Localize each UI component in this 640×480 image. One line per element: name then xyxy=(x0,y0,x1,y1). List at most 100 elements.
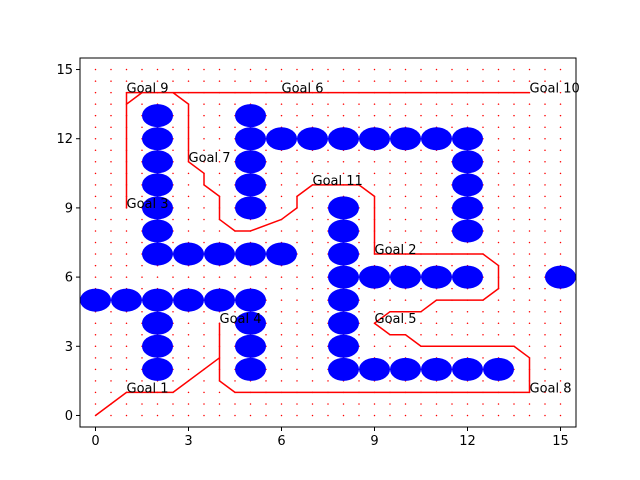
grid-dot xyxy=(296,299,298,301)
grid-dot xyxy=(559,241,562,244)
grid-dot xyxy=(311,345,314,348)
grid-dot xyxy=(513,137,515,140)
path-layer xyxy=(95,91,531,417)
grid-dot xyxy=(420,126,422,128)
grid-dot xyxy=(296,264,298,267)
grid-dot xyxy=(373,172,376,175)
grid-dot xyxy=(110,310,112,313)
grid-dot xyxy=(466,68,469,71)
grid-dot xyxy=(389,103,391,105)
grid-dot xyxy=(482,218,484,221)
grid-dot xyxy=(265,264,267,267)
grid-dot xyxy=(265,195,267,198)
grid-dot xyxy=(497,253,500,255)
grid-dot xyxy=(420,287,422,290)
grid-dot xyxy=(497,414,500,417)
grid-dot xyxy=(358,195,360,198)
grid-dot xyxy=(172,357,174,359)
grid-dot xyxy=(513,357,515,359)
grid-dot xyxy=(172,241,174,244)
grid-dot xyxy=(141,334,143,336)
grid-dot xyxy=(327,126,329,128)
grid-dot xyxy=(559,103,562,105)
grid-dot xyxy=(125,253,128,255)
obstacle-point xyxy=(545,265,576,289)
grid-dot xyxy=(482,68,484,71)
grid-dot xyxy=(513,380,515,382)
goal-labels: Goal 1 Goal 2 Goal 3 Goal 4 Goal 5 Goal 6 Goal… xyxy=(127,82,580,397)
grid-dot xyxy=(110,80,112,82)
grid-dot xyxy=(280,368,283,371)
grid-dot xyxy=(559,184,562,186)
grid-dot xyxy=(311,299,314,301)
grid-dot xyxy=(234,334,236,336)
grid-dot xyxy=(172,380,174,382)
grid-dot xyxy=(544,345,546,348)
grid-dot xyxy=(327,68,329,71)
obstacle-point xyxy=(297,127,328,151)
grid-dot xyxy=(110,68,112,71)
grid-dot xyxy=(187,230,190,232)
grid-dot xyxy=(513,195,515,198)
grid-dot xyxy=(218,391,221,394)
grid-dot xyxy=(497,334,500,336)
grid-dot xyxy=(358,172,360,175)
grid-dot xyxy=(513,184,515,186)
grid-dot xyxy=(203,264,205,267)
grid-dot xyxy=(342,103,345,105)
grid-dot xyxy=(141,380,143,382)
grid-dot xyxy=(358,403,360,405)
grid-dot xyxy=(435,114,438,117)
grid-dot xyxy=(94,403,97,405)
grid-dot xyxy=(497,172,500,175)
grid-dot xyxy=(327,172,329,175)
grid-dot xyxy=(497,195,500,198)
grid-dot xyxy=(497,126,500,128)
grid-dot xyxy=(218,137,221,140)
grid-dot xyxy=(513,264,515,267)
grid-dot xyxy=(311,218,314,221)
grid-dot xyxy=(342,80,345,82)
grid-dot xyxy=(389,207,391,209)
grid-dot xyxy=(435,218,438,221)
goal-label: Goal 5 xyxy=(375,312,417,327)
grid-dot xyxy=(544,126,546,128)
grid-dot xyxy=(482,149,484,151)
grid-dot xyxy=(544,230,546,232)
grid-dot xyxy=(203,357,205,359)
grid-dot xyxy=(559,299,562,301)
grid-dot xyxy=(280,299,283,301)
grid-dot xyxy=(435,241,438,244)
grid-dot xyxy=(187,414,190,417)
grid-dot xyxy=(435,195,438,198)
goal-label: Goal 6 xyxy=(282,82,324,97)
obstacle-point xyxy=(142,311,173,335)
grid-dot xyxy=(280,310,283,313)
grid-dot xyxy=(389,345,391,348)
grid-dot xyxy=(94,380,97,382)
grid-dot xyxy=(559,380,562,382)
grid-dot xyxy=(513,287,515,290)
obstacle-point xyxy=(204,242,235,266)
grid-dot xyxy=(358,334,360,336)
grid-dot xyxy=(327,334,329,336)
grid-dot xyxy=(404,414,407,417)
grid-dot xyxy=(265,149,267,151)
grid-dot xyxy=(110,334,112,336)
grid-dot xyxy=(435,414,438,417)
grid-dot xyxy=(110,357,112,359)
grid-dot xyxy=(544,161,546,163)
grid-dot xyxy=(389,414,391,417)
grid-dot xyxy=(110,414,112,417)
grid-dot xyxy=(141,287,143,290)
obstacle-point xyxy=(452,219,483,243)
grid-dot xyxy=(528,241,531,244)
grid-dot xyxy=(296,403,298,405)
grid-dot xyxy=(389,380,391,382)
grid-dot xyxy=(389,230,391,232)
grid-dot xyxy=(156,68,159,71)
grid-dot xyxy=(94,241,97,244)
grid-dot xyxy=(327,195,329,198)
grid-dot xyxy=(296,230,298,232)
